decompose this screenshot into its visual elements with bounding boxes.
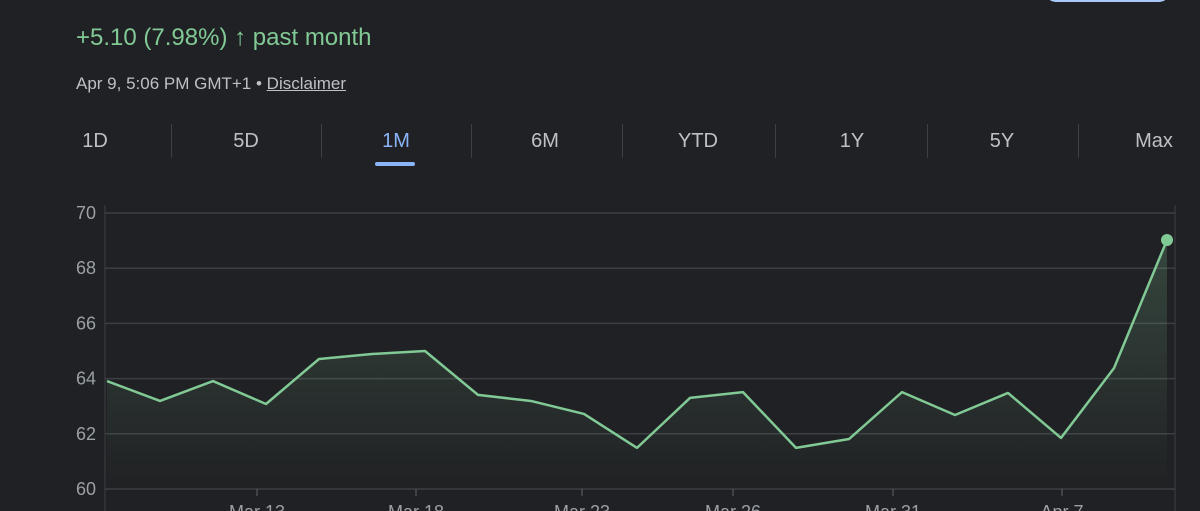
- x-tick-label: Mar 13: [229, 502, 285, 511]
- y-tick-label: 60: [76, 479, 96, 499]
- y-tick-label: 64: [76, 369, 96, 389]
- tab-separator: [1078, 124, 1079, 158]
- tab-separator: [170, 124, 172, 158]
- range-tab[interactable]: 5Y: [989, 130, 1015, 152]
- disclaimer-link[interactable]: Disclaimer: [266, 74, 347, 93]
- range-tab[interactable]: 1M: [382, 130, 410, 152]
- tab-separator: [775, 124, 776, 158]
- x-tick-label: Mar 31: [865, 502, 921, 511]
- price-line: [106, 239, 1169, 450]
- tab-separator: [321, 124, 322, 158]
- button[interactable]: [1045, 0, 1170, 2]
- arrow: ↑: [234, 24, 247, 51]
- last-point: [1161, 234, 1173, 247]
- tab-separator: [470, 124, 472, 158]
- tab-separator: [621, 124, 623, 158]
- y-tick-label: 66: [76, 313, 96, 333]
- period: past month: [252, 24, 372, 51]
- tab-underline: [375, 162, 415, 166]
- y-tick-label: 70: [76, 203, 96, 223]
- area: [107, 240, 1167, 489]
- range-tab[interactable]: 6M: [531, 130, 559, 152]
- price-change: +5.10 (7.98%) ↑ past month: [76, 24, 372, 52]
- range-tab[interactable]: YTD: [678, 130, 718, 152]
- x-tick-label: Mar 26: [705, 502, 761, 511]
- tab-separator: [927, 124, 928, 158]
- range-tab[interactable]: 5D: [233, 130, 259, 152]
- range-tab[interactable]: Max: [1135, 130, 1173, 152]
- range-tab[interactable]: 1Y: [839, 130, 865, 152]
- timestamp: Apr 9, 5:06 PM GMT+1 •: [76, 74, 262, 93]
- meta: Apr 9, 5:06 PM GMT+1 • Disclaimer: [76, 74, 346, 94]
- change-value: +5.10 (7.98%): [76, 24, 228, 51]
- y-tick-label: 68: [76, 258, 96, 278]
- x-tick-label: Mar 23: [554, 502, 610, 511]
- x-tick-label: Apr 7: [1040, 502, 1083, 511]
- range-tab[interactable]: 1D: [82, 130, 108, 152]
- y-tick-label: 62: [76, 424, 96, 444]
- x-tick-label: Mar 18: [388, 502, 444, 511]
